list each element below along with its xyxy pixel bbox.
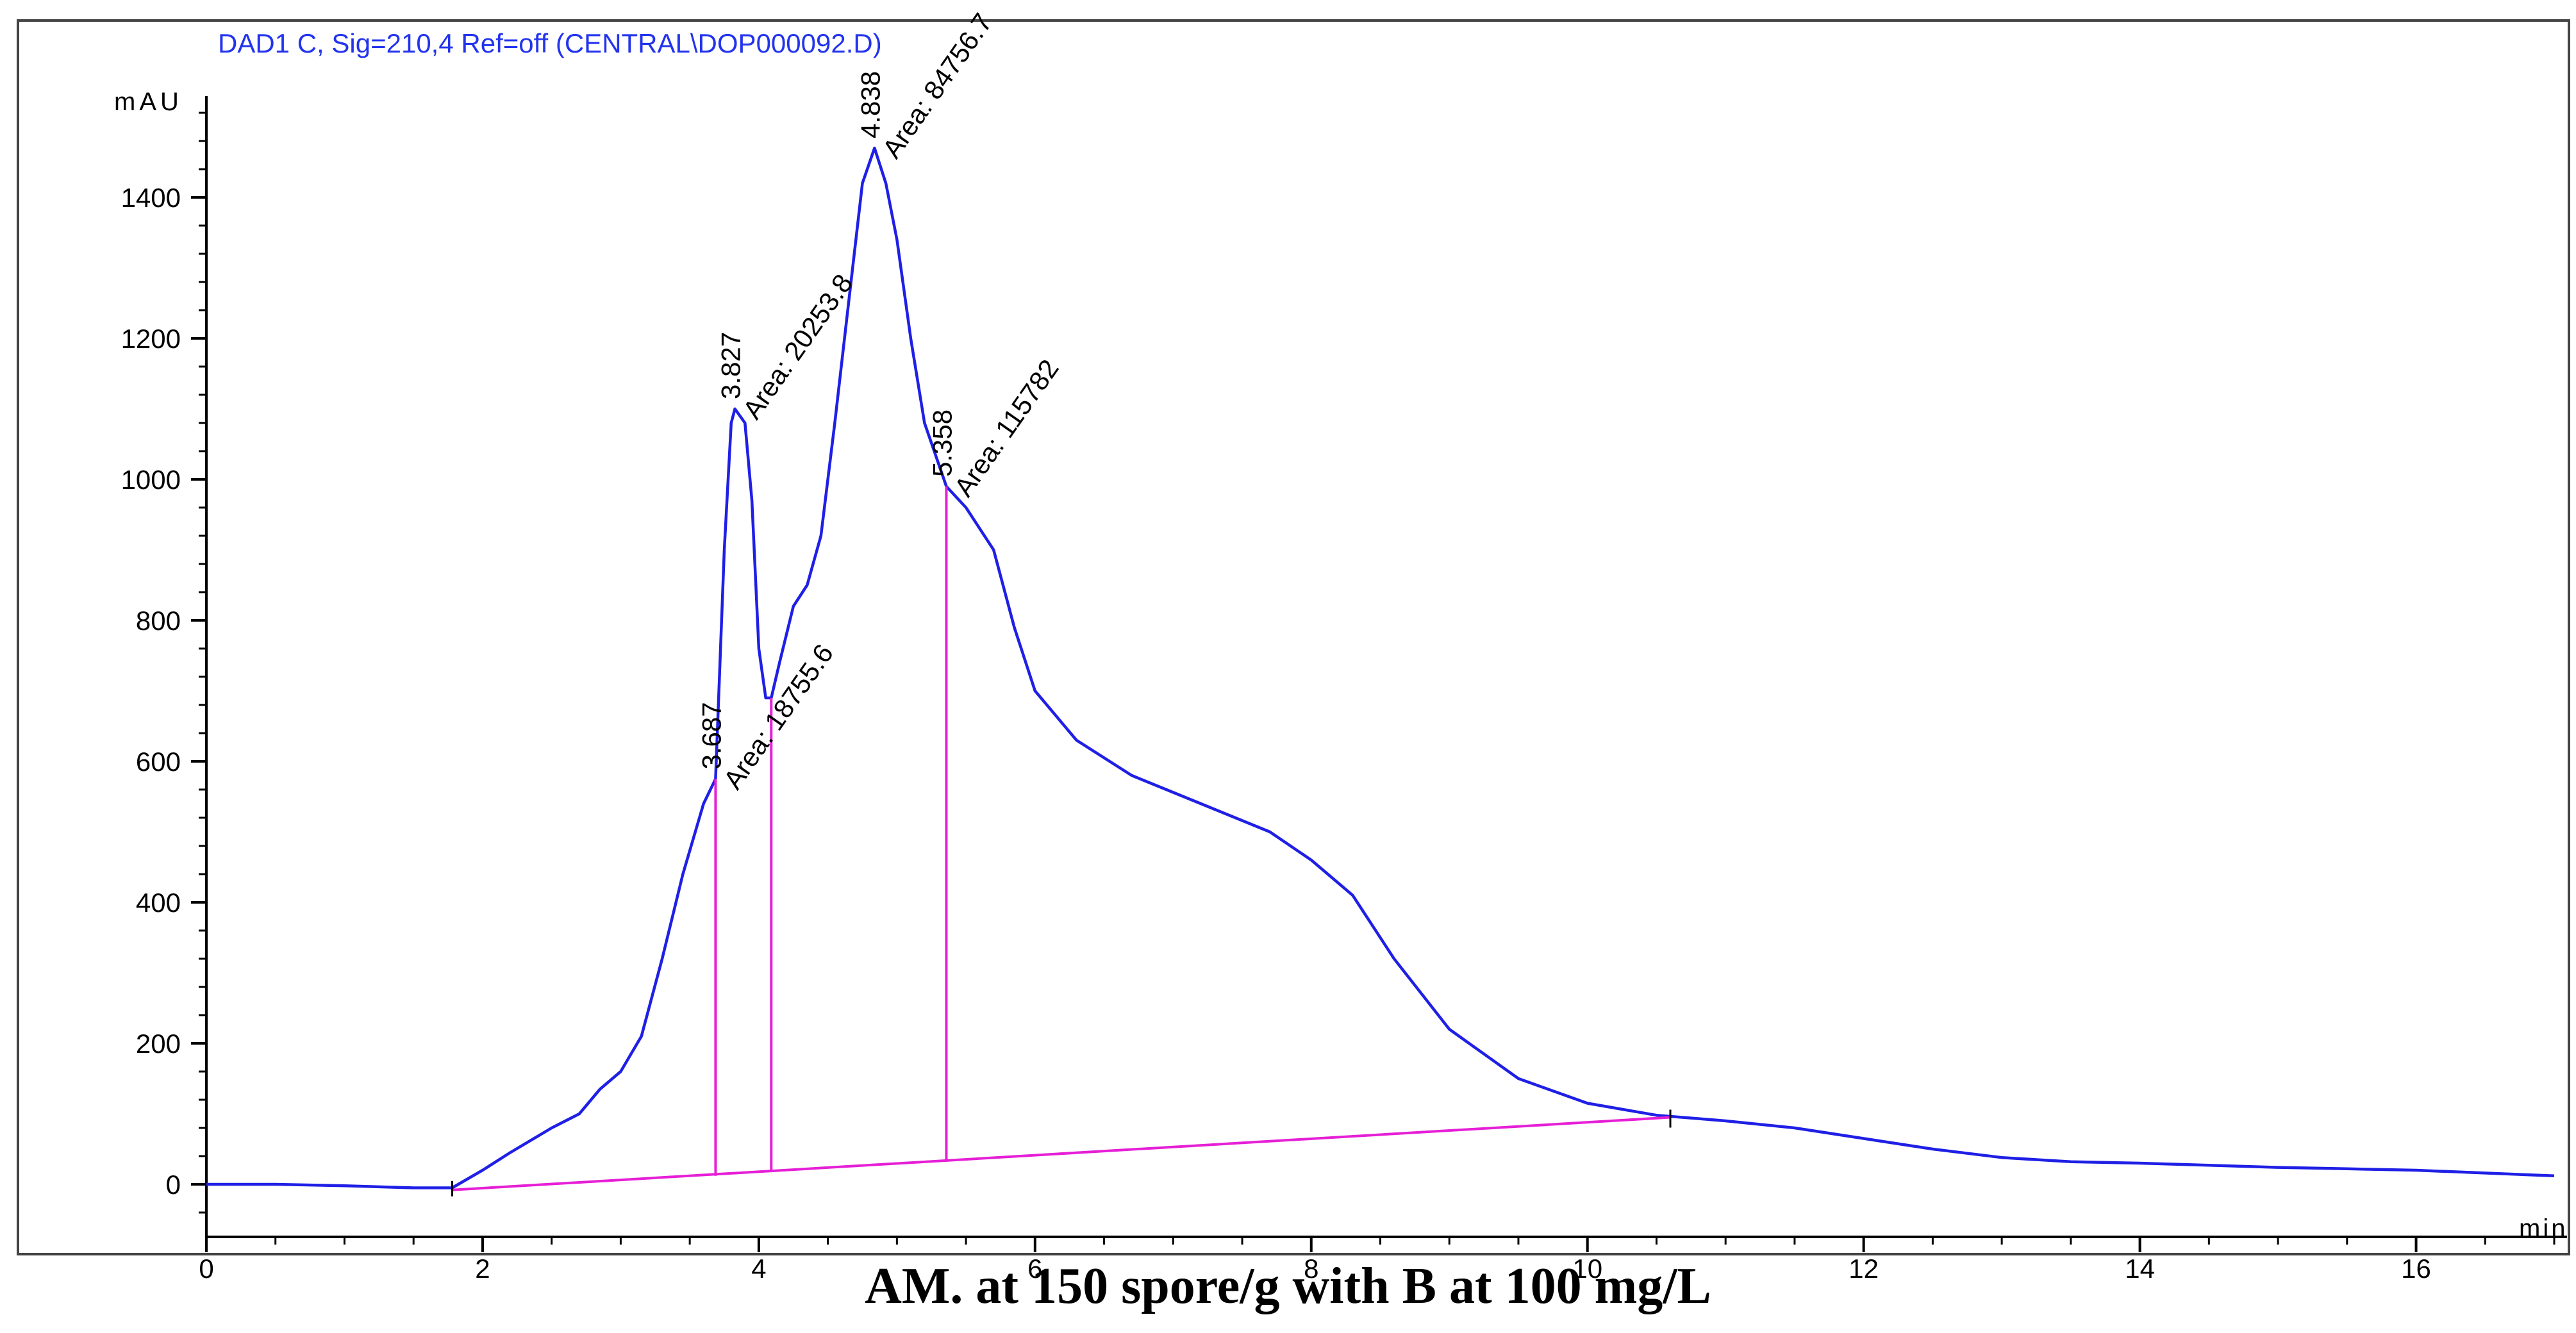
signal-layer xyxy=(206,146,2555,1196)
y-tick-label: 600 xyxy=(136,747,181,777)
y-tick-label: 800 xyxy=(136,606,181,636)
axes-layer: 0 200 400 600 800 1000 1200 1400 0 2 4 6 8 10 12 14 16 xyxy=(121,96,2567,1284)
x-tick-label: 2 xyxy=(475,1254,490,1284)
x-tick-label: 14 xyxy=(2125,1254,2155,1284)
peak-retention-time: 3.687 xyxy=(696,702,726,769)
x-axis-label: min xyxy=(2519,1214,2568,1243)
peak-retention-time: 3.827 xyxy=(716,332,746,399)
peak-retention-time: 5.358 xyxy=(927,410,957,477)
integration-baseline xyxy=(452,1116,1671,1191)
y-tick-label: 400 xyxy=(136,888,181,918)
y-axis-label: mAU xyxy=(114,88,183,116)
x-tick-label: 16 xyxy=(2401,1254,2431,1284)
x-tick-label: 10 xyxy=(1572,1254,1602,1284)
figure-caption: AM. at 150 spore/g with B at 100 mg/L xyxy=(865,1258,1711,1314)
y-tick-label: 1000 xyxy=(121,465,181,495)
chart-title: DAD1 C, Sig=210,4 Ref=off (CENTRAL\DOP00… xyxy=(218,28,882,58)
x-tick-label: 4 xyxy=(751,1254,766,1284)
y-tick-label: 1200 xyxy=(121,324,181,354)
peak-retention-time: 4.838 xyxy=(855,71,885,138)
signal-series-line xyxy=(206,146,2555,1189)
x-tick-label: 6 xyxy=(1027,1254,1042,1284)
x-tick-label: 12 xyxy=(1849,1254,1879,1284)
y-tick-label: 200 xyxy=(136,1029,181,1059)
y-tick-label: 0 xyxy=(166,1170,181,1200)
x-tick-label: 8 xyxy=(1304,1254,1318,1284)
x-tick-label: 0 xyxy=(199,1254,213,1284)
plot-frame xyxy=(17,19,2570,1255)
y-tick-label: 1400 xyxy=(121,183,181,213)
